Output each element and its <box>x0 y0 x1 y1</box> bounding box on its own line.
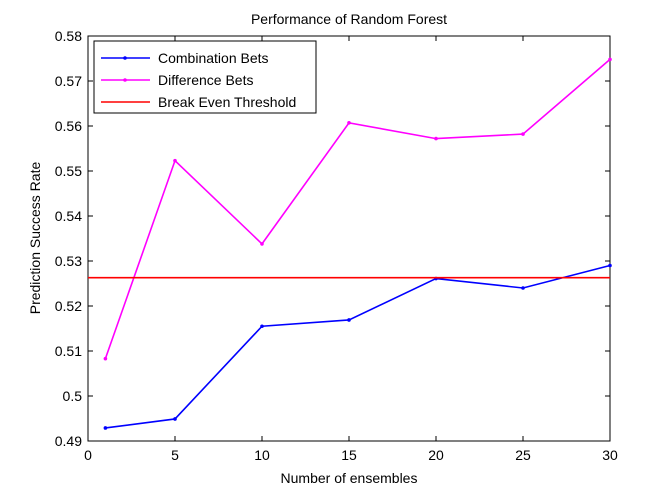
x-tick-label: 20 <box>428 447 444 463</box>
legend: Combination Bets Difference Bets Break Eve… <box>93 40 317 114</box>
y-tick-label: 0.52 <box>55 298 82 314</box>
x-axis-title: Number of ensembles <box>281 470 418 486</box>
difference-bets-point <box>173 158 177 163</box>
difference-bets-point <box>103 356 108 361</box>
y-tick-label: 0.51 <box>55 343 82 359</box>
x-axis: 0 5 10 15 20 25 30 <box>84 36 618 463</box>
combination-bets-point <box>103 426 108 430</box>
difference-bets-point <box>434 136 438 141</box>
y-tick-label: 0.5 <box>63 388 83 404</box>
x-tick-label: 0 <box>84 447 92 463</box>
y-axis-title: Prediction Success Rate <box>27 162 43 315</box>
combination-bets-point <box>521 286 525 290</box>
x-tick-label: 10 <box>254 447 270 463</box>
x-tick-label: 5 <box>171 447 179 463</box>
x-tick-label: 15 <box>341 447 357 463</box>
legend-marker-combination-bets <box>123 56 127 60</box>
chart-title: Performance of Random Forest <box>251 11 447 27</box>
legend-box <box>93 40 317 114</box>
difference-bets-point <box>347 121 351 125</box>
y-axis: 0.49 0.5 0.51 0.52 0.53 0.54 0.55 0.56 0.57 0.58 <box>55 28 610 449</box>
legend-label-break-even-threshold: Break Even Threshold <box>158 94 296 110</box>
legend-marker-difference-bets <box>123 78 127 82</box>
difference-bets-point <box>260 242 264 246</box>
y-tick-label: 0.58 <box>55 28 82 44</box>
difference-bets-point <box>608 57 612 62</box>
y-tick-label: 0.53 <box>55 253 82 269</box>
combination-bets-point <box>173 417 177 421</box>
difference-bets-point <box>521 132 525 136</box>
combination-bets-point <box>608 263 612 268</box>
combination-bets-point <box>260 324 264 329</box>
legend-label-difference-bets: Difference Bets <box>158 72 253 88</box>
y-tick-label: 0.54 <box>55 208 82 224</box>
legend-label-combination-bets: Combination Bets <box>158 50 269 66</box>
y-tick-label: 0.57 <box>55 73 82 89</box>
combination-bets-point <box>347 318 351 322</box>
y-tick-label: 0.55 <box>55 163 82 179</box>
x-tick-label: 30 <box>602 447 618 463</box>
x-tick-label: 25 <box>515 447 531 463</box>
y-tick-label: 0.49 <box>55 433 82 449</box>
y-tick-label: 0.56 <box>55 118 82 134</box>
series-layer <box>88 57 612 430</box>
